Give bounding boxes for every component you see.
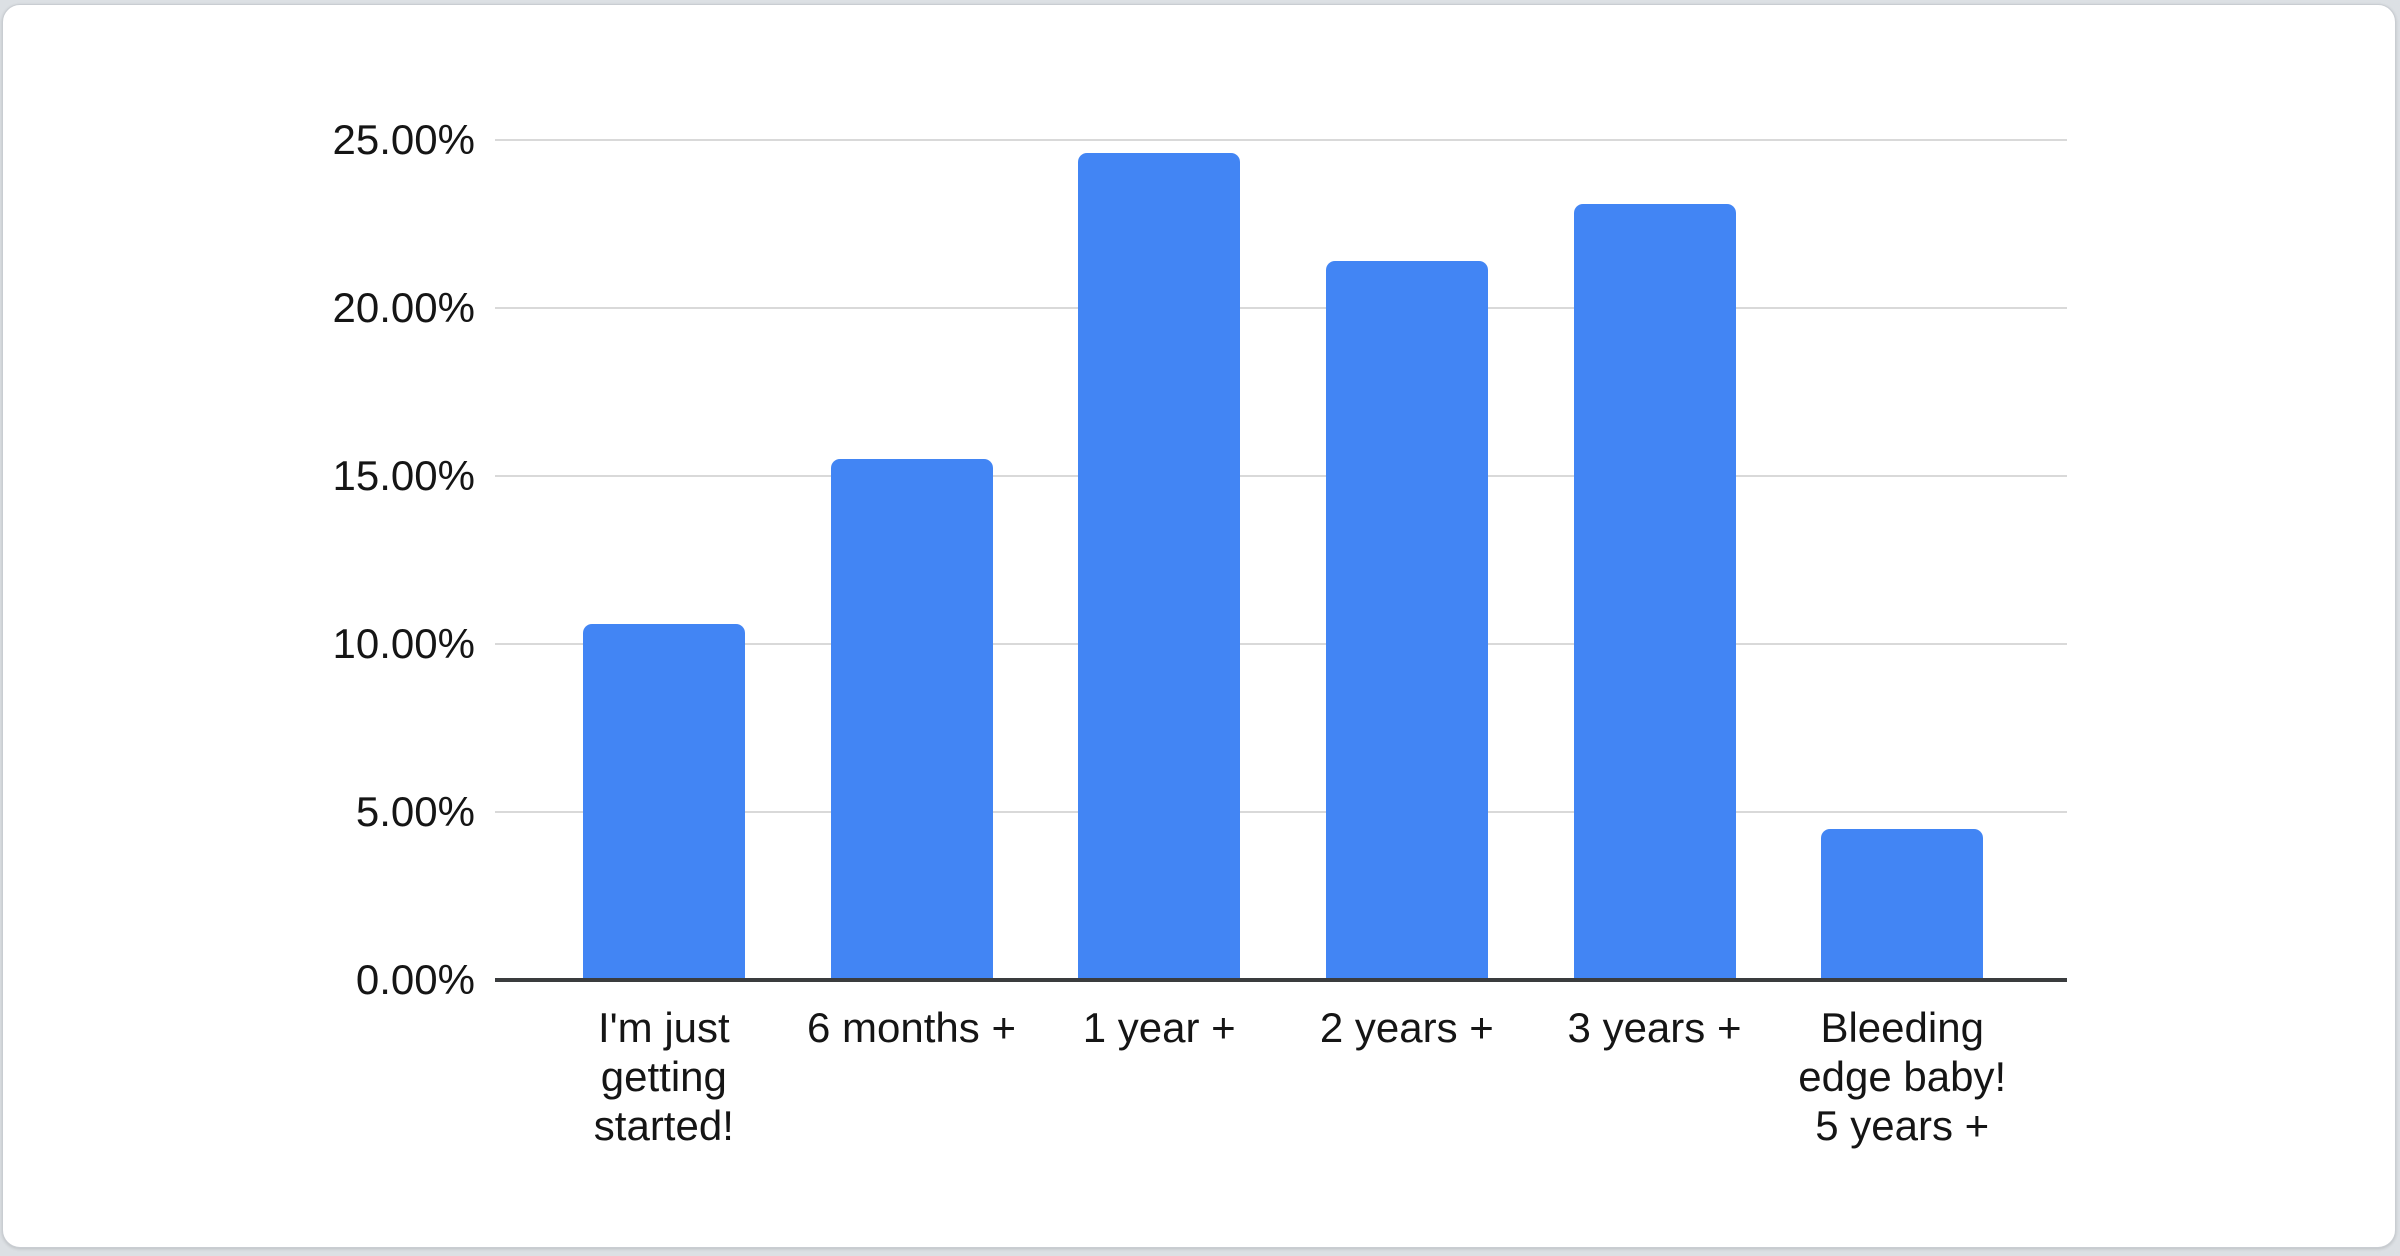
gridline xyxy=(495,307,2067,309)
x-axis-category-label: 2 years + xyxy=(1319,1004,1494,1051)
bar-slot xyxy=(1778,140,2026,980)
y-axis-tick-label: 0.00% xyxy=(355,956,475,1003)
bars-container xyxy=(540,140,2026,980)
x-axis-line xyxy=(495,978,2067,982)
gridline xyxy=(495,643,2067,645)
bar-slot xyxy=(1035,140,1283,980)
bar[interactable] xyxy=(582,623,745,980)
y-axis-tick-label: 25.00% xyxy=(332,116,475,163)
y-axis-tick-label: 5.00% xyxy=(355,788,475,835)
x-axis-category-label: 6 months + xyxy=(807,1004,1016,1051)
bar[interactable] xyxy=(1821,828,1984,980)
bar-slot xyxy=(788,140,1036,980)
gridline xyxy=(495,811,2067,813)
y-axis-tick-label: 15.00% xyxy=(332,452,475,499)
y-axis-tick-label: 10.00% xyxy=(332,620,475,667)
bar-slot xyxy=(1283,140,1531,980)
bar-slot xyxy=(540,140,788,980)
x-axis-category-label: Bleeding edge baby! 5 years + xyxy=(1798,1004,2007,1149)
x-axis-labels: I'm just getting started! 6 months + 1 y… xyxy=(540,1003,2026,1150)
gridline xyxy=(495,475,2067,477)
x-axis-category-label: I'm just getting started! xyxy=(593,1004,734,1149)
bar[interactable] xyxy=(1078,153,1241,980)
y-axis-tick-label: 20.00% xyxy=(332,284,475,331)
bar[interactable] xyxy=(830,459,993,980)
bar[interactable] xyxy=(1325,260,1488,980)
gridline xyxy=(495,139,2067,141)
bar[interactable] xyxy=(1573,203,1736,980)
x-axis-category-label: 1 year + xyxy=(1082,1004,1236,1051)
bar-slot xyxy=(1531,140,1779,980)
plot-area xyxy=(495,139,2067,982)
x-axis-category-label: 3 years + xyxy=(1567,1004,1742,1051)
